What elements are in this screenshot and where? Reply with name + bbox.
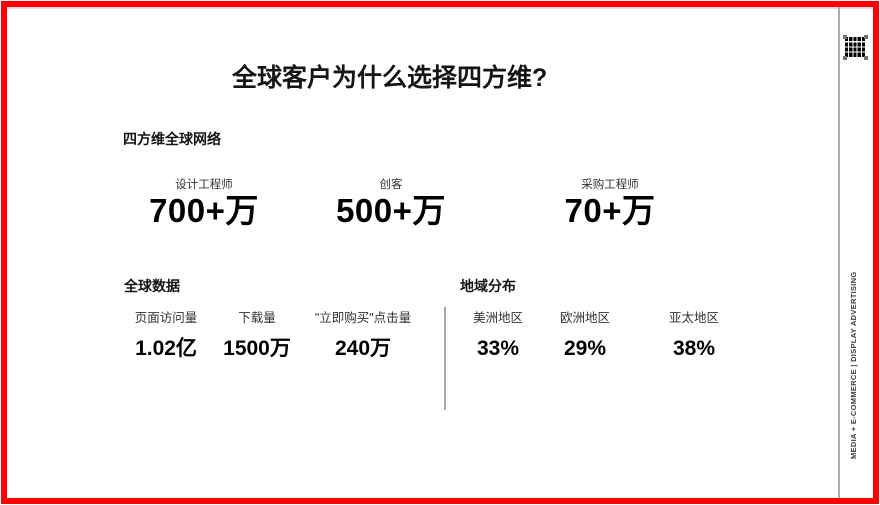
global-data-section-heading: 全球数据: [124, 278, 180, 294]
stat-page-visits: 页面访问量 1.02亿: [106, 311, 226, 360]
stat-value: 1.02亿: [135, 337, 197, 360]
stat-europe: 欧洲地区 29%: [535, 311, 635, 360]
stat-value: 70+万: [564, 192, 656, 229]
stat-label: 美洲地区: [472, 311, 523, 325]
stat-value: 29%: [563, 337, 607, 360]
stat-label: 欧洲地区: [559, 311, 610, 325]
logo-corner-handle: [864, 56, 868, 60]
logo-corner-handle: [864, 35, 868, 39]
logo-corner-handle: [843, 35, 847, 39]
stat-label: 设计工程师: [175, 179, 233, 191]
stat-value: 700+万: [149, 192, 259, 229]
stat-procurement-engineers: 采购工程师 70+万: [525, 178, 695, 228]
stat-design-engineers: 设计工程师 700+万: [119, 178, 289, 228]
stat-makers: 创客 500+万: [306, 178, 476, 228]
stat-buy-now-clicks: "立即购买"点击量 240万: [296, 311, 430, 360]
stat-asia-pacific: 亚太地区 38%: [644, 311, 744, 360]
stat-value: 33%: [476, 337, 520, 360]
stat-label: 下载量: [238, 311, 276, 325]
grid-logo-icon: [843, 35, 868, 60]
stat-value: 1500万: [223, 337, 291, 360]
stat-label: 页面访问量: [134, 311, 198, 325]
stat-label: 采购工程师: [581, 179, 639, 191]
page-title: 全球客户为什么选择四方维?: [232, 64, 548, 92]
section-divider: [444, 307, 446, 410]
grid-logo-tiles: [845, 37, 866, 58]
stat-americas: 美洲地区 33%: [448, 311, 548, 360]
stat-value: 500+万: [336, 192, 446, 229]
network-section-heading: 四方维全球网络: [123, 131, 221, 147]
logo-corner-handle: [843, 56, 847, 60]
stat-value: 38%: [672, 337, 716, 360]
sidebar-vertical-text: MEDIA + E-COMMERCE | DISPLAY ADVERTISING: [849, 271, 858, 459]
sidebar-rule: [838, 7, 840, 498]
stat-value: 240万: [334, 337, 392, 360]
stat-label: 亚太地区: [668, 311, 719, 325]
stat-label: "立即购买"点击量: [314, 311, 412, 325]
region-section-heading: 地域分布: [460, 278, 516, 294]
stat-downloads: 下载量 1500万: [197, 311, 317, 360]
stat-label: 创客: [379, 179, 403, 191]
